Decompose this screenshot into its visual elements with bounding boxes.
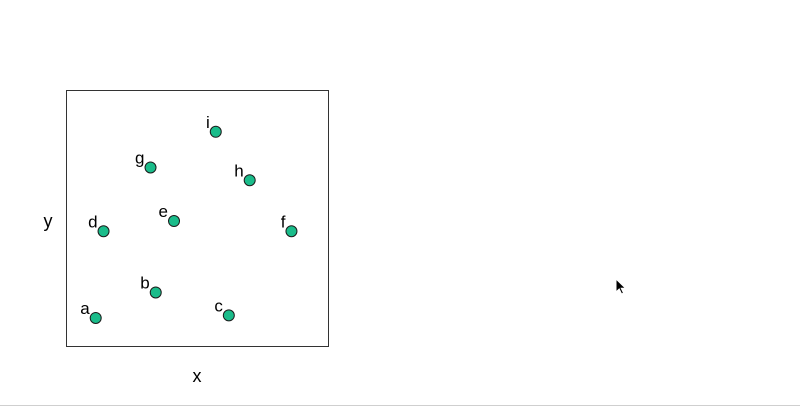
point-label-h: h bbox=[234, 161, 243, 180]
x-axis-label: x bbox=[193, 366, 202, 386]
data-points: a b c d e f g h i bbox=[80, 113, 298, 324]
point-label-i: i bbox=[206, 113, 210, 132]
data-point-e bbox=[168, 215, 181, 228]
plot-area-frame bbox=[66, 90, 329, 347]
data-point-h bbox=[243, 174, 256, 187]
data-point-i bbox=[209, 125, 222, 138]
data-point-a bbox=[89, 311, 102, 324]
data-point-g bbox=[144, 161, 157, 174]
bottom-divider bbox=[0, 405, 800, 406]
point-label-d: d bbox=[88, 212, 97, 231]
point-label-a: a bbox=[80, 299, 90, 318]
y-axis-label: y bbox=[44, 211, 53, 231]
data-point-b bbox=[149, 286, 162, 299]
data-point-d bbox=[97, 225, 110, 238]
point-label-e: e bbox=[159, 202, 168, 221]
mouse-cursor-icon bbox=[615, 277, 627, 295]
point-label-c: c bbox=[214, 296, 223, 315]
point-label-f: f bbox=[281, 212, 286, 231]
point-label-g: g bbox=[135, 149, 144, 168]
point-label-b: b bbox=[140, 273, 149, 292]
data-point-f bbox=[285, 225, 298, 238]
data-point-c bbox=[222, 309, 235, 322]
